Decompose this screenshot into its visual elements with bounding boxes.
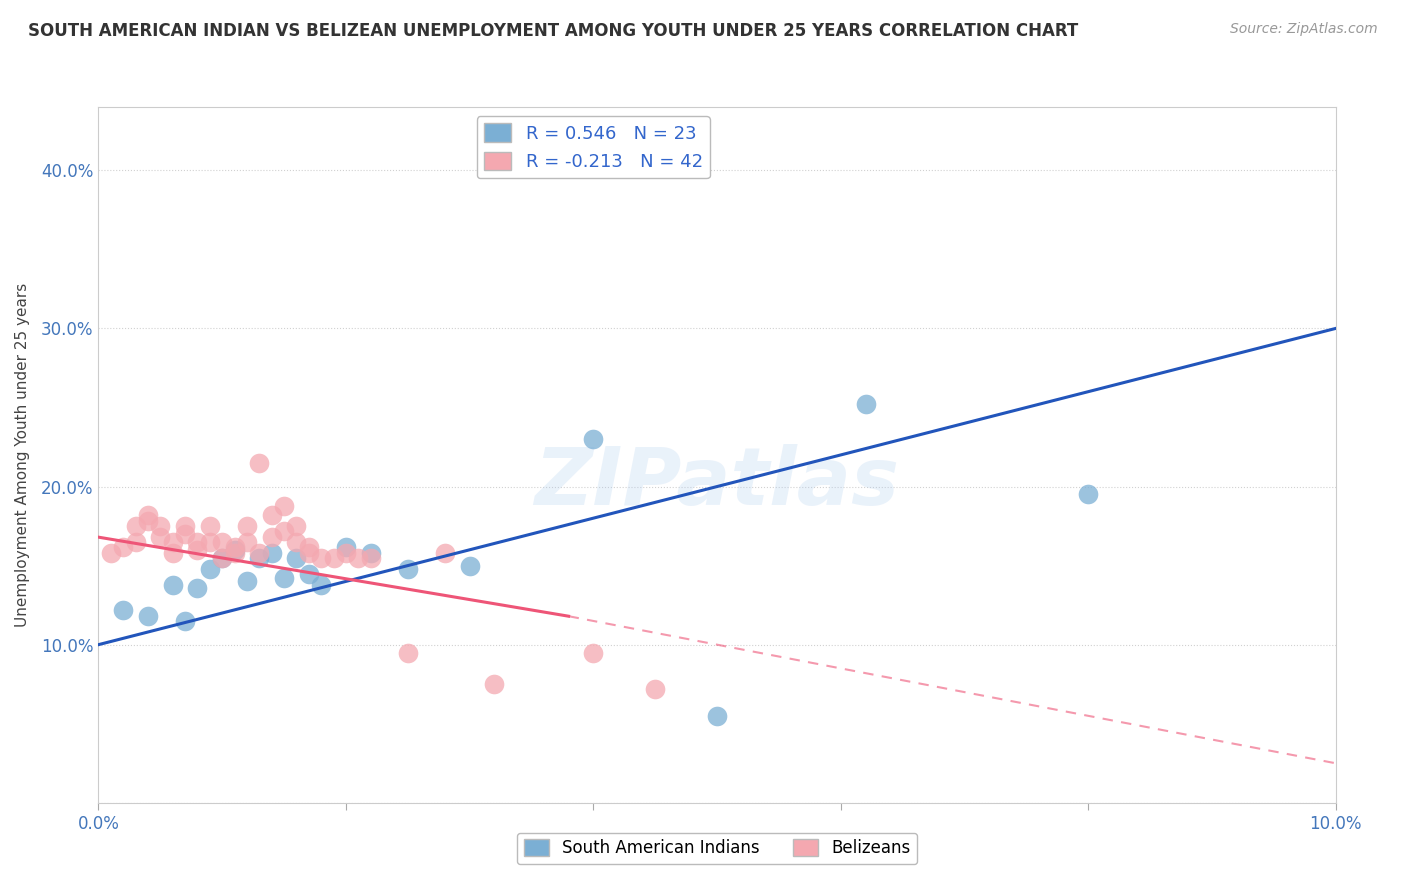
- Point: [136, 508, 159, 522]
- Point: [112, 540, 135, 554]
- Point: [124, 534, 146, 549]
- Point: [396, 562, 419, 576]
- Point: [236, 534, 259, 549]
- Point: [706, 708, 728, 723]
- Point: [162, 534, 184, 549]
- Point: [298, 546, 321, 560]
- Point: [100, 546, 122, 560]
- Y-axis label: Unemployment Among Youth under 25 years: Unemployment Among Youth under 25 years: [15, 283, 30, 627]
- Point: [582, 646, 605, 660]
- Point: [247, 546, 270, 560]
- Point: [174, 614, 197, 628]
- Point: [162, 546, 184, 560]
- Point: [285, 550, 308, 565]
- Point: [236, 519, 259, 533]
- Point: [347, 550, 370, 565]
- Point: [260, 530, 283, 544]
- Point: [273, 571, 295, 585]
- Point: [198, 519, 221, 533]
- Point: [149, 530, 172, 544]
- Point: [273, 499, 295, 513]
- Point: [224, 540, 246, 554]
- Point: [360, 546, 382, 560]
- Point: [260, 546, 283, 560]
- Point: [211, 550, 233, 565]
- Point: [247, 456, 270, 470]
- Point: [1077, 487, 1099, 501]
- Point: [396, 646, 419, 660]
- Point: [136, 514, 159, 528]
- Point: [198, 562, 221, 576]
- Point: [855, 397, 877, 411]
- Legend: South American Indians, Belizeans: South American Indians, Belizeans: [517, 832, 917, 864]
- Point: [309, 550, 332, 565]
- Point: [644, 681, 666, 696]
- Point: [335, 540, 357, 554]
- Point: [211, 550, 233, 565]
- Point: [285, 519, 308, 533]
- Point: [186, 542, 208, 557]
- Point: [260, 508, 283, 522]
- Point: [112, 603, 135, 617]
- Point: [211, 534, 233, 549]
- Point: [484, 677, 506, 691]
- Point: [433, 546, 456, 560]
- Point: [247, 550, 270, 565]
- Point: [224, 542, 246, 557]
- Point: [298, 540, 321, 554]
- Point: [149, 519, 172, 533]
- Point: [582, 432, 605, 446]
- Point: [124, 519, 146, 533]
- Point: [174, 519, 197, 533]
- Text: Source: ZipAtlas.com: Source: ZipAtlas.com: [1230, 22, 1378, 37]
- Point: [224, 546, 246, 560]
- Point: [162, 577, 184, 591]
- Point: [458, 558, 481, 573]
- Point: [285, 534, 308, 549]
- Point: [236, 574, 259, 589]
- Point: [174, 527, 197, 541]
- Point: [136, 609, 159, 624]
- Point: [309, 577, 332, 591]
- Point: [186, 534, 208, 549]
- Point: [360, 550, 382, 565]
- Text: ZIPatlas: ZIPatlas: [534, 443, 900, 522]
- Point: [335, 546, 357, 560]
- Point: [322, 550, 344, 565]
- Point: [198, 534, 221, 549]
- Point: [298, 566, 321, 581]
- Text: SOUTH AMERICAN INDIAN VS BELIZEAN UNEMPLOYMENT AMONG YOUTH UNDER 25 YEARS CORREL: SOUTH AMERICAN INDIAN VS BELIZEAN UNEMPL…: [28, 22, 1078, 40]
- Point: [186, 581, 208, 595]
- Point: [273, 524, 295, 538]
